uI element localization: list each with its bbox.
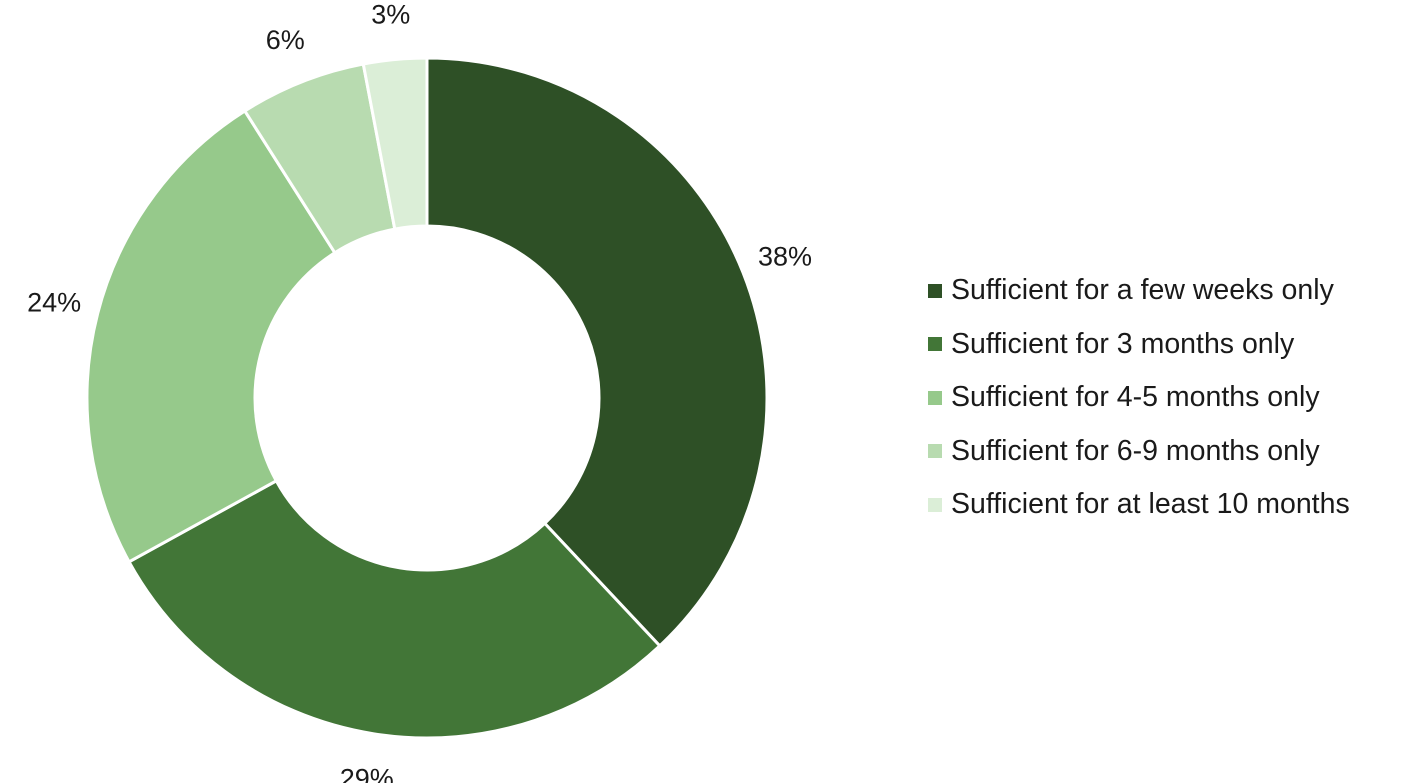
legend-item: Sufficient for 4-5 months only (928, 371, 1350, 425)
donut-slice (85, 108, 337, 564)
data-label: 38% (758, 241, 812, 271)
legend-label: Sufficient for 4-5 months only (951, 381, 1320, 414)
legend-label: Sufficient for 6-9 months only (951, 434, 1320, 467)
legend: Sufficient for a few weeks only Sufficie… (928, 264, 1350, 532)
data-label: 29% (340, 763, 394, 783)
legend-swatch (928, 337, 942, 352)
legend-swatch (928, 444, 942, 459)
legend-swatch (928, 390, 942, 405)
legend-item: Sufficient for a few weeks only (928, 264, 1350, 318)
legend-item: Sufficient for 6-9 months only (928, 425, 1350, 479)
legend-label: Sufficient for a few weeks only (951, 274, 1334, 307)
legend-label: Sufficient for at least 10 months (951, 488, 1350, 521)
data-label: 3% (371, 0, 410, 30)
donut-slice (425, 56, 769, 648)
legend-swatch (928, 283, 942, 298)
data-label: 24% (27, 287, 81, 317)
data-label: 6% (266, 25, 305, 55)
legend-swatch (928, 497, 942, 512)
legend-item: Sufficient for at least 10 months (928, 478, 1350, 532)
legend-label: Sufficient for 3 months only (951, 327, 1295, 360)
legend-item: Sufficient for 3 months only (928, 318, 1350, 372)
donut-slice (361, 56, 429, 231)
donut-slice (127, 478, 662, 740)
